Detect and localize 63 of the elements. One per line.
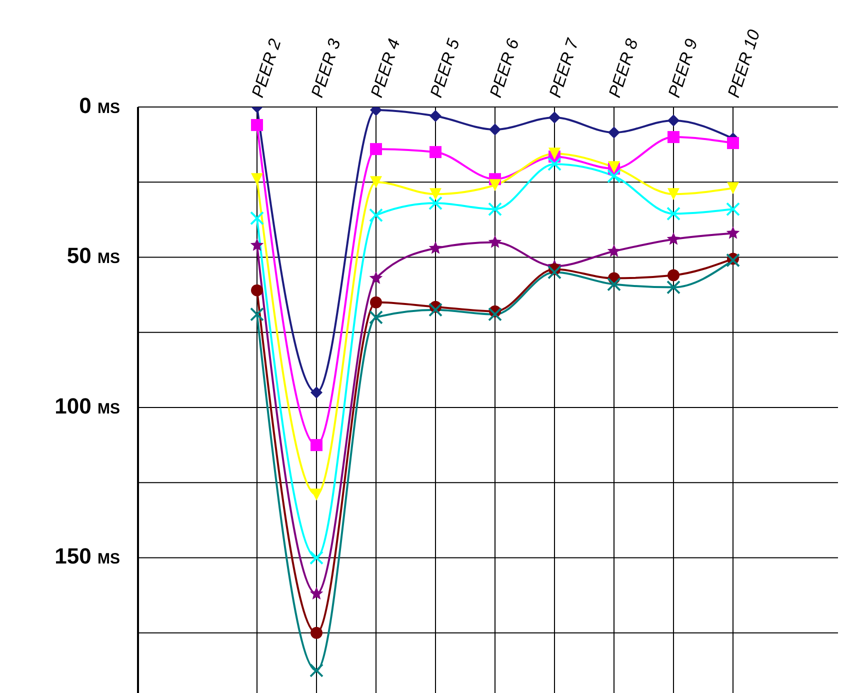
y-tick-label: 0 ms (79, 92, 120, 118)
point (548, 157, 562, 172)
point (607, 277, 621, 292)
point (370, 176, 382, 188)
point (370, 296, 382, 308)
point (548, 112, 560, 124)
point (310, 626, 322, 639)
point (548, 265, 562, 280)
point (726, 202, 740, 216)
point (430, 146, 442, 158)
point (251, 173, 263, 186)
point (369, 310, 383, 324)
x-tick-label: PEER 10 (724, 26, 764, 100)
point (726, 253, 740, 268)
point (668, 114, 680, 127)
point (668, 188, 680, 200)
point (726, 226, 740, 239)
point (250, 211, 264, 226)
point (666, 232, 680, 245)
point (666, 206, 680, 221)
point (608, 126, 620, 139)
point (251, 119, 263, 132)
point (607, 244, 621, 257)
point (727, 137, 739, 150)
point (310, 663, 324, 678)
x-tick-label: PEER 9 (664, 36, 702, 100)
point (489, 179, 501, 192)
point (488, 202, 502, 216)
point (428, 196, 442, 210)
point (251, 284, 263, 296)
point (310, 550, 324, 565)
y-tick-label: 50 ms (66, 243, 120, 268)
point (727, 182, 739, 194)
x-tick-label: PEER 2 (248, 36, 286, 100)
point (369, 208, 383, 222)
x-tick-label: PEER 8 (605, 36, 642, 100)
point (666, 280, 680, 294)
point (607, 169, 621, 184)
point (430, 110, 442, 122)
point (250, 307, 264, 322)
point (250, 238, 264, 251)
point (370, 143, 382, 156)
point (310, 488, 322, 501)
point (369, 271, 383, 284)
point (668, 269, 680, 282)
y-tick-label: 100 ms (54, 393, 120, 418)
point (428, 302, 442, 317)
point (310, 439, 322, 452)
point (489, 124, 501, 136)
point (310, 586, 324, 600)
point (310, 386, 322, 398)
x-tick-label: PEER 7 (546, 36, 583, 100)
point (488, 307, 502, 322)
point (430, 188, 442, 200)
y-tick-label: 150 ms (54, 544, 120, 569)
point (488, 235, 502, 248)
x-tick-label: PEER 3 (308, 36, 345, 100)
x-tick-label: PEER 4 (367, 36, 404, 100)
point (548, 148, 560, 160)
x-tick-label: PEER 6 (486, 36, 524, 100)
x-tick-label: PEER 5 (426, 36, 464, 100)
point (428, 241, 442, 254)
point (668, 131, 680, 144)
